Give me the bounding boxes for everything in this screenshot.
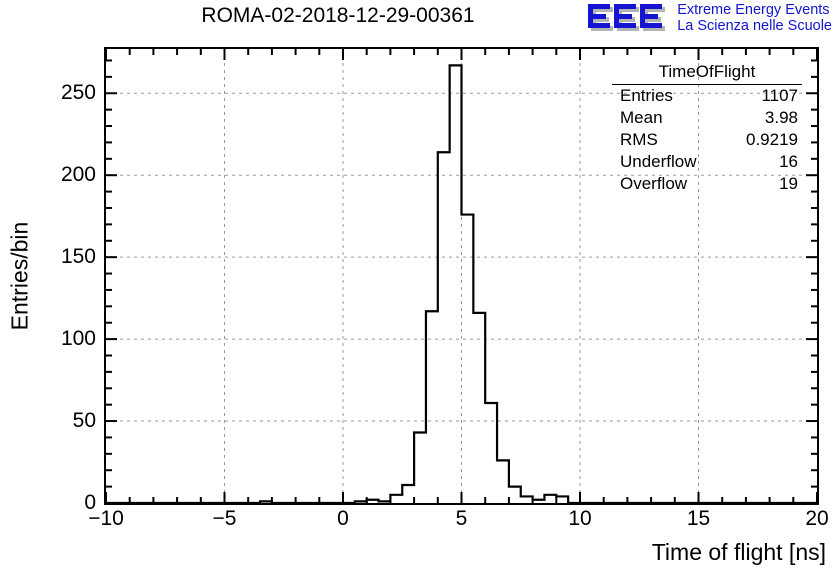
stats-row-key: Mean bbox=[620, 108, 663, 128]
x-axis-tick-label: 0 bbox=[337, 507, 349, 530]
y-axis-tick-label: 250 bbox=[60, 81, 96, 105]
x-axis-tick-label: 20 bbox=[805, 507, 829, 530]
x-axis-tick-label: 5 bbox=[455, 507, 468, 530]
stats-row: Overflow 19 bbox=[612, 173, 802, 195]
stats-row: Underflow 16 bbox=[612, 151, 802, 173]
stats-row-value: 16 bbox=[779, 152, 798, 172]
y-axis-title: Entries/bin bbox=[6, 221, 33, 331]
y-axis-tick-label: 0 bbox=[84, 491, 96, 514]
stats-row-key: Entries bbox=[620, 86, 673, 105]
x-axis-title: Time of flight [ns] bbox=[651, 539, 826, 565]
stats-row: Entries 1107 bbox=[612, 85, 802, 107]
page-title: ROMA-02-2018-12-29-00361 bbox=[201, 4, 475, 27]
eee-logo-line1: Extreme Energy Events bbox=[677, 2, 830, 18]
y-axis-tick-label: 50 bbox=[72, 409, 96, 433]
y-axis-title-wrap: Entries/bin bbox=[0, 47, 40, 505]
x-axis-tick-label: −10 bbox=[88, 507, 124, 530]
plot-area bbox=[106, 49, 817, 503]
eee-logo-line2: La Scienza nelle Scuole bbox=[677, 17, 832, 34]
plot-frame bbox=[104, 47, 819, 505]
eee-logo-text: Extreme Energy Events La Scienza nelle S… bbox=[677, 2, 832, 35]
x-axis-tick-label: −5 bbox=[212, 507, 237, 530]
stats-row-key: Overflow bbox=[620, 174, 688, 194]
stats-row-value: 1107 bbox=[761, 86, 798, 105]
x-axis-tick-label: 10 bbox=[568, 507, 592, 530]
stats-box-rows: Entries 1107 Mean 3.98 RMS 0.9219 Underflow 16 O… bbox=[612, 85, 802, 195]
stats-row: RMS 0.9219 bbox=[612, 129, 802, 151]
y-axis-tick-label: 100 bbox=[60, 327, 96, 351]
eee-logo: Extreme Energy Events La Scienza nelle S… bbox=[586, 2, 832, 36]
histogram-outline bbox=[106, 64, 817, 503]
x-axis-tick-label: 15 bbox=[686, 507, 711, 530]
stats-box-title: TimeOfFlight bbox=[612, 62, 802, 85]
y-axis-tick-label: 200 bbox=[60, 163, 96, 187]
stats-row-value: 0.9219 bbox=[746, 130, 798, 150]
stats-row-value: 19 bbox=[779, 174, 798, 194]
y-axis-tick-label: 150 bbox=[60, 245, 96, 269]
stats-row-value: 3.98 bbox=[764, 108, 798, 128]
stats-row-key: RMS bbox=[620, 130, 658, 150]
eee-logo-mark-icon bbox=[586, 2, 670, 36]
stats-box: TimeOfFlight Entries 1107 Mean 3.98 RMS 0.921… bbox=[612, 62, 802, 195]
stats-row-key: Underflow bbox=[620, 152, 697, 172]
histogram-svg bbox=[106, 49, 817, 503]
stats-row: Mean 3.98 bbox=[612, 107, 802, 129]
